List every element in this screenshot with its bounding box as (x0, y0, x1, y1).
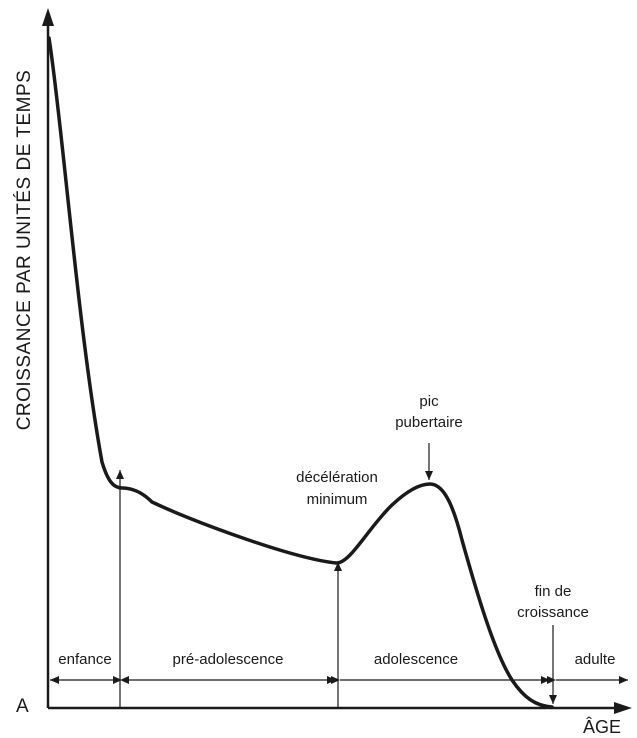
x-axis-arrowhead (614, 702, 632, 714)
x-axis-label: ÂGE (583, 717, 621, 737)
annotation-peak-line2: pubertaire (395, 414, 463, 431)
annotation-end-line2: croissance (517, 604, 589, 621)
annotation-end-line1: fin de (535, 583, 572, 600)
phase-label-adulte: adulte (575, 651, 616, 668)
phase-label-preadolescence: pré-adolescence (173, 651, 284, 668)
annotation-minimum-line1: décélération (296, 469, 378, 486)
annotation-minimum-line2: minimum (307, 491, 368, 508)
growth-curve (47, 36, 554, 709)
origin-label: A (16, 696, 29, 717)
phase-label-enfance: enfance (58, 651, 111, 668)
annotation-peak-line1: pic (419, 393, 439, 410)
phase-label-adolescence: adolescence (374, 651, 458, 668)
y-axis-label: CROISSANCE PAR UNITÉS DE TEMPS (14, 70, 35, 431)
y-axis-arrowhead (42, 8, 54, 26)
